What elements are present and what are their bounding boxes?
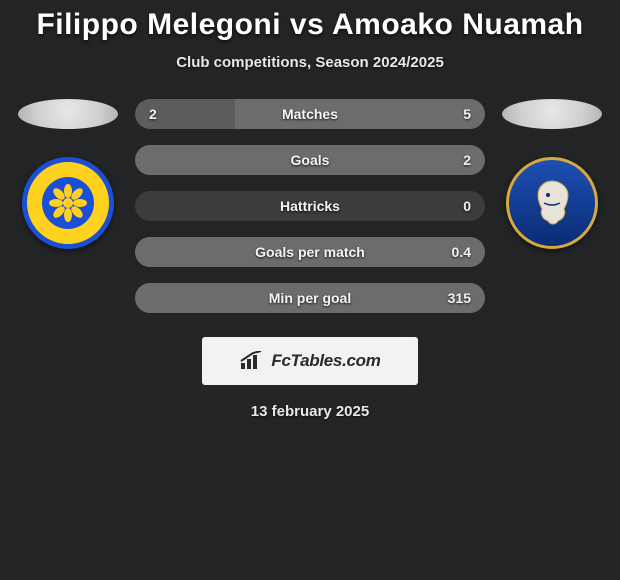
stat-label: Matches bbox=[282, 106, 338, 122]
stat-fill-right bbox=[235, 99, 485, 129]
stat-value-right: 0 bbox=[463, 198, 471, 214]
stat-label: Goals bbox=[291, 152, 330, 168]
stat-value-right: 2 bbox=[463, 152, 471, 168]
stat-value-left: 2 bbox=[149, 106, 157, 122]
bar-chart-icon bbox=[239, 351, 265, 371]
flower-icon bbox=[48, 183, 88, 223]
player-left-avatar bbox=[18, 99, 118, 129]
stat-label: Min per goal bbox=[269, 290, 351, 306]
lion-crest-icon bbox=[522, 173, 582, 233]
stat-value-right: 5 bbox=[463, 106, 471, 122]
page-title: Filippo Melegoni vs Amoako Nuamah bbox=[0, 8, 620, 42]
stats-column: 2 Matches 5 Goals 2 Hattricks 0 Goals per match… bbox=[135, 99, 485, 313]
stat-value-right: 0.4 bbox=[452, 244, 471, 260]
player-right-club-badge bbox=[506, 157, 598, 249]
player-left-club-badge bbox=[22, 157, 114, 249]
stat-row: Hattricks 0 bbox=[135, 191, 485, 221]
stat-row: Goals 2 bbox=[135, 145, 485, 175]
subtitle: Club competitions, Season 2024/2025 bbox=[0, 54, 620, 71]
watermark-badge: FcTables.com bbox=[202, 337, 418, 385]
stat-row: Goals per match 0.4 bbox=[135, 237, 485, 267]
player-right-avatar bbox=[502, 99, 602, 129]
stat-value-right: 315 bbox=[448, 290, 471, 306]
comparison-infographic: Filippo Melegoni vs Amoako Nuamah Club c… bbox=[0, 0, 620, 420]
comparison-area: 2 Matches 5 Goals 2 Hattricks 0 Goals per match… bbox=[0, 99, 620, 313]
stat-row: Min per goal 315 bbox=[135, 283, 485, 313]
player-right-column bbox=[497, 99, 607, 249]
stat-label: Goals per match bbox=[255, 244, 365, 260]
date-label: 13 february 2025 bbox=[0, 403, 620, 420]
stat-label: Hattricks bbox=[280, 198, 340, 214]
player-left-column bbox=[13, 99, 123, 249]
stat-row: 2 Matches 5 bbox=[135, 99, 485, 129]
watermark-text: FcTables.com bbox=[271, 351, 380, 371]
